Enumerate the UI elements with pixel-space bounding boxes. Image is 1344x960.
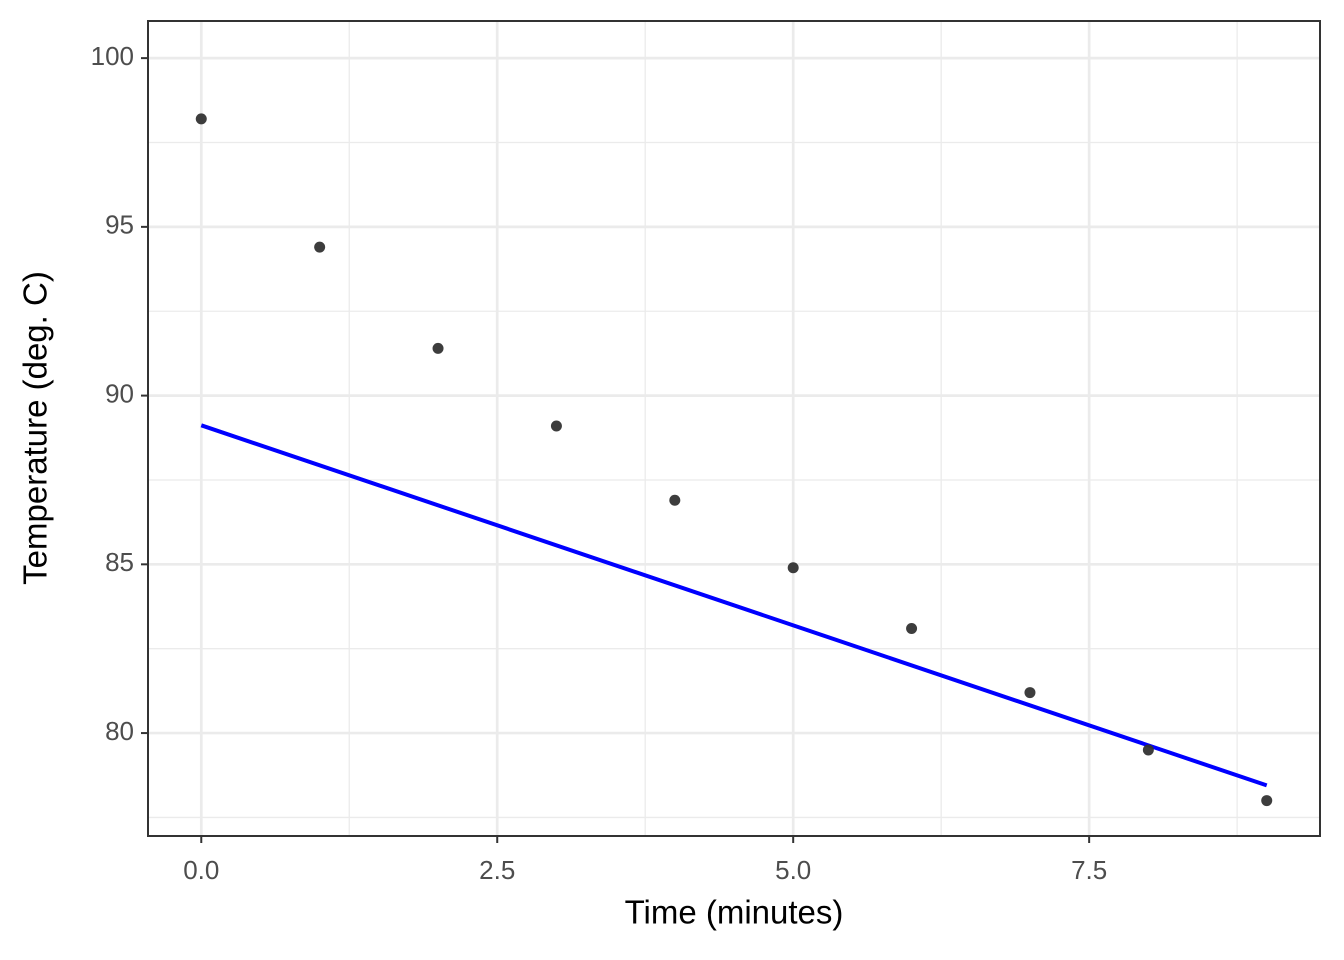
y-tick-label: 100 xyxy=(91,41,134,71)
x-tick-label: 0.0 xyxy=(183,855,219,885)
point xyxy=(314,241,326,253)
panel-background xyxy=(148,21,1320,836)
x-tick-label: 2.5 xyxy=(479,855,515,885)
point xyxy=(787,562,799,574)
x-tick-label: 7.5 xyxy=(1071,855,1107,885)
fit-line xyxy=(200,423,1268,788)
x-tick-label: 5.0 xyxy=(775,855,811,885)
point xyxy=(669,494,681,506)
y-axis-title: Temperature (deg. C) xyxy=(17,271,54,585)
x-axis-title: Time (minutes) xyxy=(625,894,844,931)
point xyxy=(1024,687,1036,699)
point xyxy=(432,342,444,354)
point xyxy=(1261,795,1273,807)
point xyxy=(550,420,562,432)
y-tick-label: 95 xyxy=(105,210,134,240)
panel-border xyxy=(147,20,1321,837)
point xyxy=(195,113,207,125)
point xyxy=(1142,744,1154,756)
point xyxy=(906,622,918,634)
y-tick-label: 85 xyxy=(105,547,134,577)
y-tick-label: 90 xyxy=(105,378,134,408)
y-tick-label: 80 xyxy=(105,716,134,746)
